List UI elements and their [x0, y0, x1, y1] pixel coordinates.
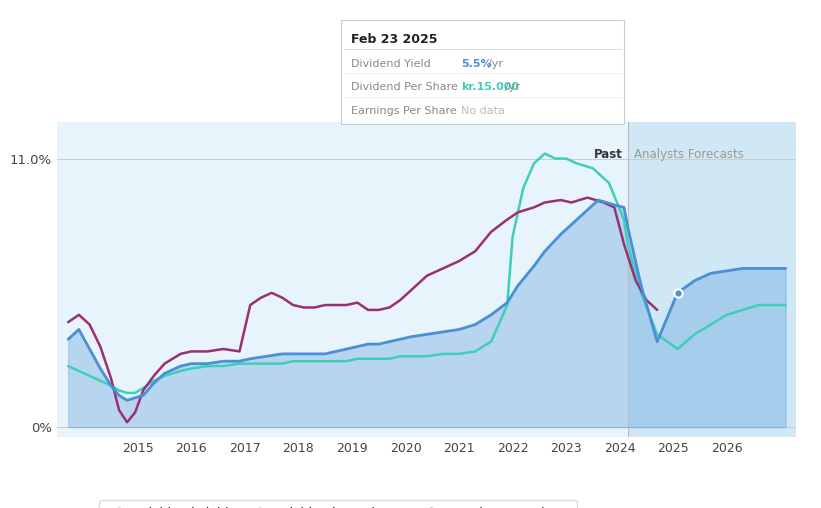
Text: Analysts Forecasts: Analysts Forecasts	[634, 148, 744, 161]
Legend: Dividend Yield, Dividend Per Share, Earnings Per Share: Dividend Yield, Dividend Per Share, Earn…	[99, 500, 577, 508]
Text: /yr: /yr	[488, 59, 502, 69]
Bar	[628, 122, 796, 437]
Text: 5.5%: 5.5%	[461, 59, 492, 69]
Text: Earnings Per Share: Earnings Per Share	[351, 106, 456, 116]
Text: Dividend Per Share: Dividend Per Share	[351, 82, 457, 92]
Text: Past: Past	[594, 148, 622, 161]
Text: /yr: /yr	[505, 82, 520, 92]
Text: Feb 23 2025: Feb 23 2025	[351, 33, 437, 46]
Text: No data: No data	[461, 106, 505, 116]
Text: Dividend Yield: Dividend Yield	[351, 59, 430, 69]
Text: kr.15.000: kr.15.000	[461, 82, 520, 92]
